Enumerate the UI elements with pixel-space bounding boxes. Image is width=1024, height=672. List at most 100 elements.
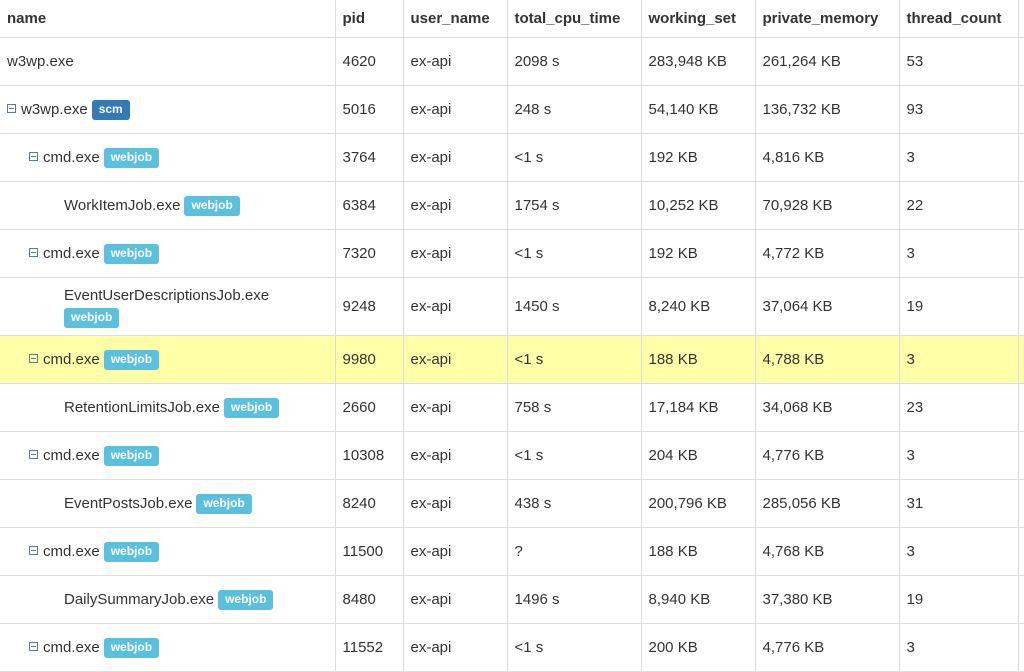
webjob-badge: webjob: [223, 397, 280, 418]
table-row[interactable]: cmd.exe webjob 10308 ex-api <1 s 204 KB 4,776 …: [0, 431, 1024, 480]
user-name-cell: ex-api: [402, 85, 508, 134]
table-row[interactable]: w3wp.exe 4620 ex-api 2098 s 283,948 KB 261,26…: [0, 37, 1024, 86]
table-row[interactable]: EventUserDescriptionsJob.exe webjob 9248 ex…: [0, 277, 1024, 336]
process-name-cell: WorkItemJob.exe webjob: [0, 181, 336, 230]
collapse-toggle-icon[interactable]: [29, 545, 38, 555]
private-memory-cell: 4,772 KB: [754, 229, 900, 278]
pid-cell: 4620: [334, 37, 404, 86]
user-name-cell: ex-api: [402, 575, 508, 624]
total-cpu-time-cell: 1754 s: [506, 181, 642, 230]
thread-count-cell: 3: [898, 431, 1019, 480]
scm-badge: scm: [91, 99, 130, 120]
table-row[interactable]: cmd.exe webjob 3764 ex-api <1 s 192 KB 4,816 K…: [0, 133, 1024, 182]
column-header-total-cpu-time[interactable]: total_cpu_time: [506, 0, 642, 38]
extra-cell: [1017, 479, 1024, 528]
collapse-toggle-icon[interactable]: [7, 103, 16, 113]
webjob-badge: webjob: [103, 445, 160, 466]
webjob-badge: webjob: [103, 541, 160, 562]
total-cpu-time-cell: ?: [506, 527, 642, 576]
table-row[interactable]: EventPostsJob.exe webjob 8240 ex-api 438 s 20…: [0, 479, 1024, 528]
column-header-pid[interactable]: pid: [334, 0, 404, 38]
table-row[interactable]: WorkItemJob.exe webjob 6384 ex-api 1754 s 10,…: [0, 181, 1024, 230]
thread-count-cell: 93: [898, 85, 1019, 134]
table-row[interactable]: cmd.exe webjob 9980 ex-api <1 s 188 KB 4,788 K…: [0, 335, 1024, 384]
process-name-cell: w3wp.exe: [0, 37, 336, 86]
total-cpu-time-cell: 1450 s: [506, 277, 642, 336]
pid-cell: 3764: [334, 133, 404, 182]
extra-cell: [1017, 335, 1024, 384]
extra-cell: [1017, 575, 1024, 624]
table-row[interactable]: cmd.exe webjob 11552 ex-api <1 s 200 KB 4,776 …: [0, 623, 1024, 672]
private-memory-cell: 285,056 KB: [754, 479, 900, 528]
process-name-cell: EventPostsJob.exe webjob: [0, 479, 336, 528]
pid-cell: 8480: [334, 575, 404, 624]
webjob-badge: webjob: [103, 147, 160, 168]
total-cpu-time-cell: <1 s: [506, 229, 642, 278]
user-name-cell: ex-api: [402, 623, 508, 672]
pid-cell: 5016: [334, 85, 404, 134]
working-set-cell: 10,252 KB: [640, 181, 756, 230]
webjob-badge: webjob: [103, 243, 160, 264]
total-cpu-time-cell: 758 s: [506, 383, 642, 432]
total-cpu-time-cell: 248 s: [506, 85, 642, 134]
extra-cell: [1017, 277, 1024, 336]
working-set-cell: 8,240 KB: [640, 277, 756, 336]
pid-cell: 9980: [334, 335, 404, 384]
working-set-cell: 192 KB: [640, 133, 756, 182]
thread-count-cell: 3: [898, 623, 1019, 672]
thread-count-cell: 3: [898, 527, 1019, 576]
process-name: cmd.exe: [43, 638, 100, 656]
process-name-cell: cmd.exe webjob: [0, 229, 336, 278]
table-row[interactable]: cmd.exe webjob 11500 ex-api? 188 KB 4,768 KB 3: [0, 527, 1024, 576]
table-row[interactable]: DailySummaryJob.exe webjob 8480 ex-api 1496 …: [0, 575, 1024, 624]
process-name: DailySummaryJob.exe: [64, 590, 215, 608]
private-memory-cell: 34,068 KB: [754, 383, 900, 432]
table-row[interactable]: w3wp.exe scm 5016 ex-api 248 s 54,140 KB 136,7…: [0, 85, 1024, 134]
column-header-user-name[interactable]: user_name: [402, 0, 508, 38]
total-cpu-time-cell: <1 s: [506, 431, 642, 480]
collapse-toggle-icon[interactable]: [29, 247, 38, 257]
process-name: WorkItemJob.exe: [64, 196, 181, 214]
webjob-badge: webjob: [218, 589, 274, 610]
process-name-cell: RetentionLimitsJob.exe webjob: [0, 383, 336, 432]
private-memory-cell: 37,064 KB: [754, 277, 900, 336]
total-cpu-time-cell: <1 s: [506, 133, 642, 182]
total-cpu-time-cell: <1 s: [506, 335, 642, 384]
user-name-cell: ex-api: [402, 229, 508, 278]
webjob-badge: webjob: [184, 195, 240, 216]
user-name-cell: ex-api: [402, 277, 508, 336]
webjob-badge: webjob: [103, 349, 160, 370]
user-name-cell: ex-api: [402, 133, 508, 182]
extra-cell: [1017, 229, 1024, 278]
thread-count-cell: 23: [898, 383, 1019, 432]
working-set-cell: 17,184 KB: [640, 383, 756, 432]
total-cpu-time-cell: <1 s: [506, 623, 642, 672]
table-row[interactable]: cmd.exe webjob 7320 ex-api <1 s 192 KB 4,772 K…: [0, 229, 1024, 278]
collapse-toggle-icon[interactable]: [29, 449, 38, 459]
webjob-badge: webjob: [196, 493, 252, 514]
process-name: cmd.exe: [43, 244, 100, 262]
collapse-toggle-icon[interactable]: [29, 641, 38, 651]
extra-cell: [1017, 37, 1024, 86]
process-name-cell: EventUserDescriptionsJob.exe webjob: [0, 277, 336, 336]
private-memory-cell: 70,928 KB: [754, 181, 900, 230]
process-name: w3wp.exe: [21, 100, 88, 118]
pid-cell: 11552: [334, 623, 404, 672]
column-header-name[interactable]: name: [0, 0, 336, 38]
private-memory-cell: 136,732 KB: [754, 85, 900, 134]
collapse-toggle-icon[interactable]: [29, 353, 38, 363]
process-name-cell: cmd.exe webjob: [0, 431, 336, 480]
working-set-cell: 8,940 KB: [640, 575, 756, 624]
working-set-cell: 54,140 KB: [640, 85, 756, 134]
working-set-cell: 200,796 KB: [640, 479, 756, 528]
private-memory-cell: 261,264 KB: [754, 37, 900, 86]
column-header-thread-count[interactable]: thread_count: [898, 0, 1019, 38]
webjob-badge: webjob: [103, 637, 160, 658]
extra-cell: [1017, 181, 1024, 230]
column-header-working-set[interactable]: working_set: [640, 0, 756, 38]
pid-cell: 11500: [334, 527, 404, 576]
table-row[interactable]: RetentionLimitsJob.exe webjob 2660 ex-api 75…: [0, 383, 1024, 432]
column-header-private-memory[interactable]: private_memory: [754, 0, 900, 38]
collapse-toggle-icon[interactable]: [29, 151, 38, 161]
private-memory-cell: 4,776 KB: [754, 623, 900, 672]
